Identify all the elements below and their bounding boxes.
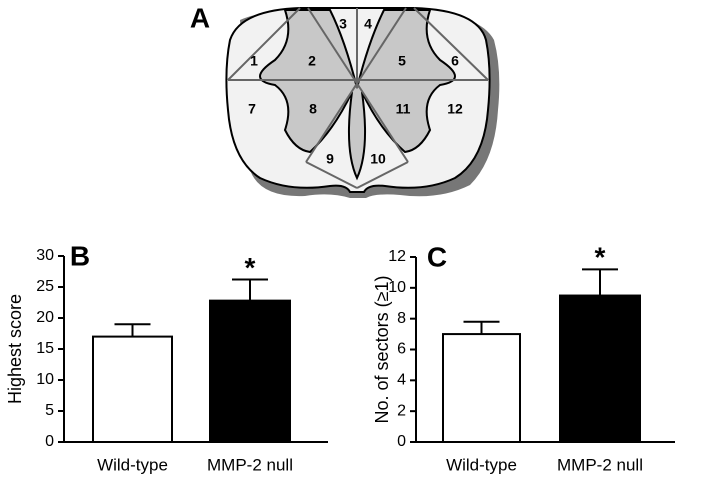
x-tick-label: MMP-2 null	[557, 455, 643, 474]
x-tick-label: Wild-type	[97, 455, 168, 474]
sector-label: 5	[398, 53, 406, 69]
y-tick-label: 2	[397, 402, 406, 419]
sector-label: 3	[339, 16, 347, 32]
y-axis-label: No. of sectors (≥1)	[372, 276, 392, 424]
y-tick-label: 30	[36, 247, 54, 264]
bar	[442, 333, 521, 444]
sector-label: 8	[309, 101, 317, 117]
sector-line	[413, 7, 489, 81]
y-tick-label: 15	[36, 340, 54, 357]
panel-label: C	[427, 241, 447, 272]
y-tick-label: 10	[388, 279, 406, 296]
sector-line	[307, 7, 409, 163]
sector-label: 10	[370, 151, 386, 167]
y-tick-label: 4	[397, 372, 406, 389]
y-tick-label: 25	[36, 278, 54, 295]
y-tick-label: 6	[397, 341, 406, 358]
sector-label: 1	[250, 53, 258, 69]
sector-label: 7	[248, 101, 256, 117]
sector-line	[305, 7, 407, 163]
y-tick-label: 10	[36, 371, 54, 388]
sector-line	[305, 161, 358, 189]
sector-label: 6	[451, 53, 459, 69]
panel-label: B	[70, 240, 90, 271]
significance-marker: *	[245, 252, 256, 283]
sector-label: 11	[396, 101, 411, 117]
bar	[92, 335, 173, 444]
bar	[559, 294, 641, 443]
x-tick-label: Wild-type	[446, 455, 517, 474]
y-tick-label: 8	[397, 310, 406, 327]
panel-label: A	[190, 2, 210, 33]
sector-label: 4	[364, 16, 372, 32]
y-tick-label: 20	[36, 309, 54, 326]
sector-lines	[227, 7, 489, 189]
bar	[209, 299, 291, 444]
y-axis-label: Highest score	[5, 294, 25, 404]
sector-line	[356, 161, 409, 189]
y-tick-label: 0	[45, 433, 54, 450]
significance-marker: *	[595, 242, 606, 273]
sector-label: 12	[447, 101, 463, 117]
sector-label: 9	[326, 151, 334, 167]
x-tick-label: MMP-2 null	[207, 455, 293, 474]
spinal-cord-diagram: A	[190, 2, 500, 198]
y-tick-label: 0	[397, 433, 406, 450]
y-tick-label: 12	[388, 248, 406, 265]
sector-label: 2	[308, 53, 316, 69]
sector-line	[227, 7, 301, 81]
y-tick-label: 5	[45, 402, 54, 419]
